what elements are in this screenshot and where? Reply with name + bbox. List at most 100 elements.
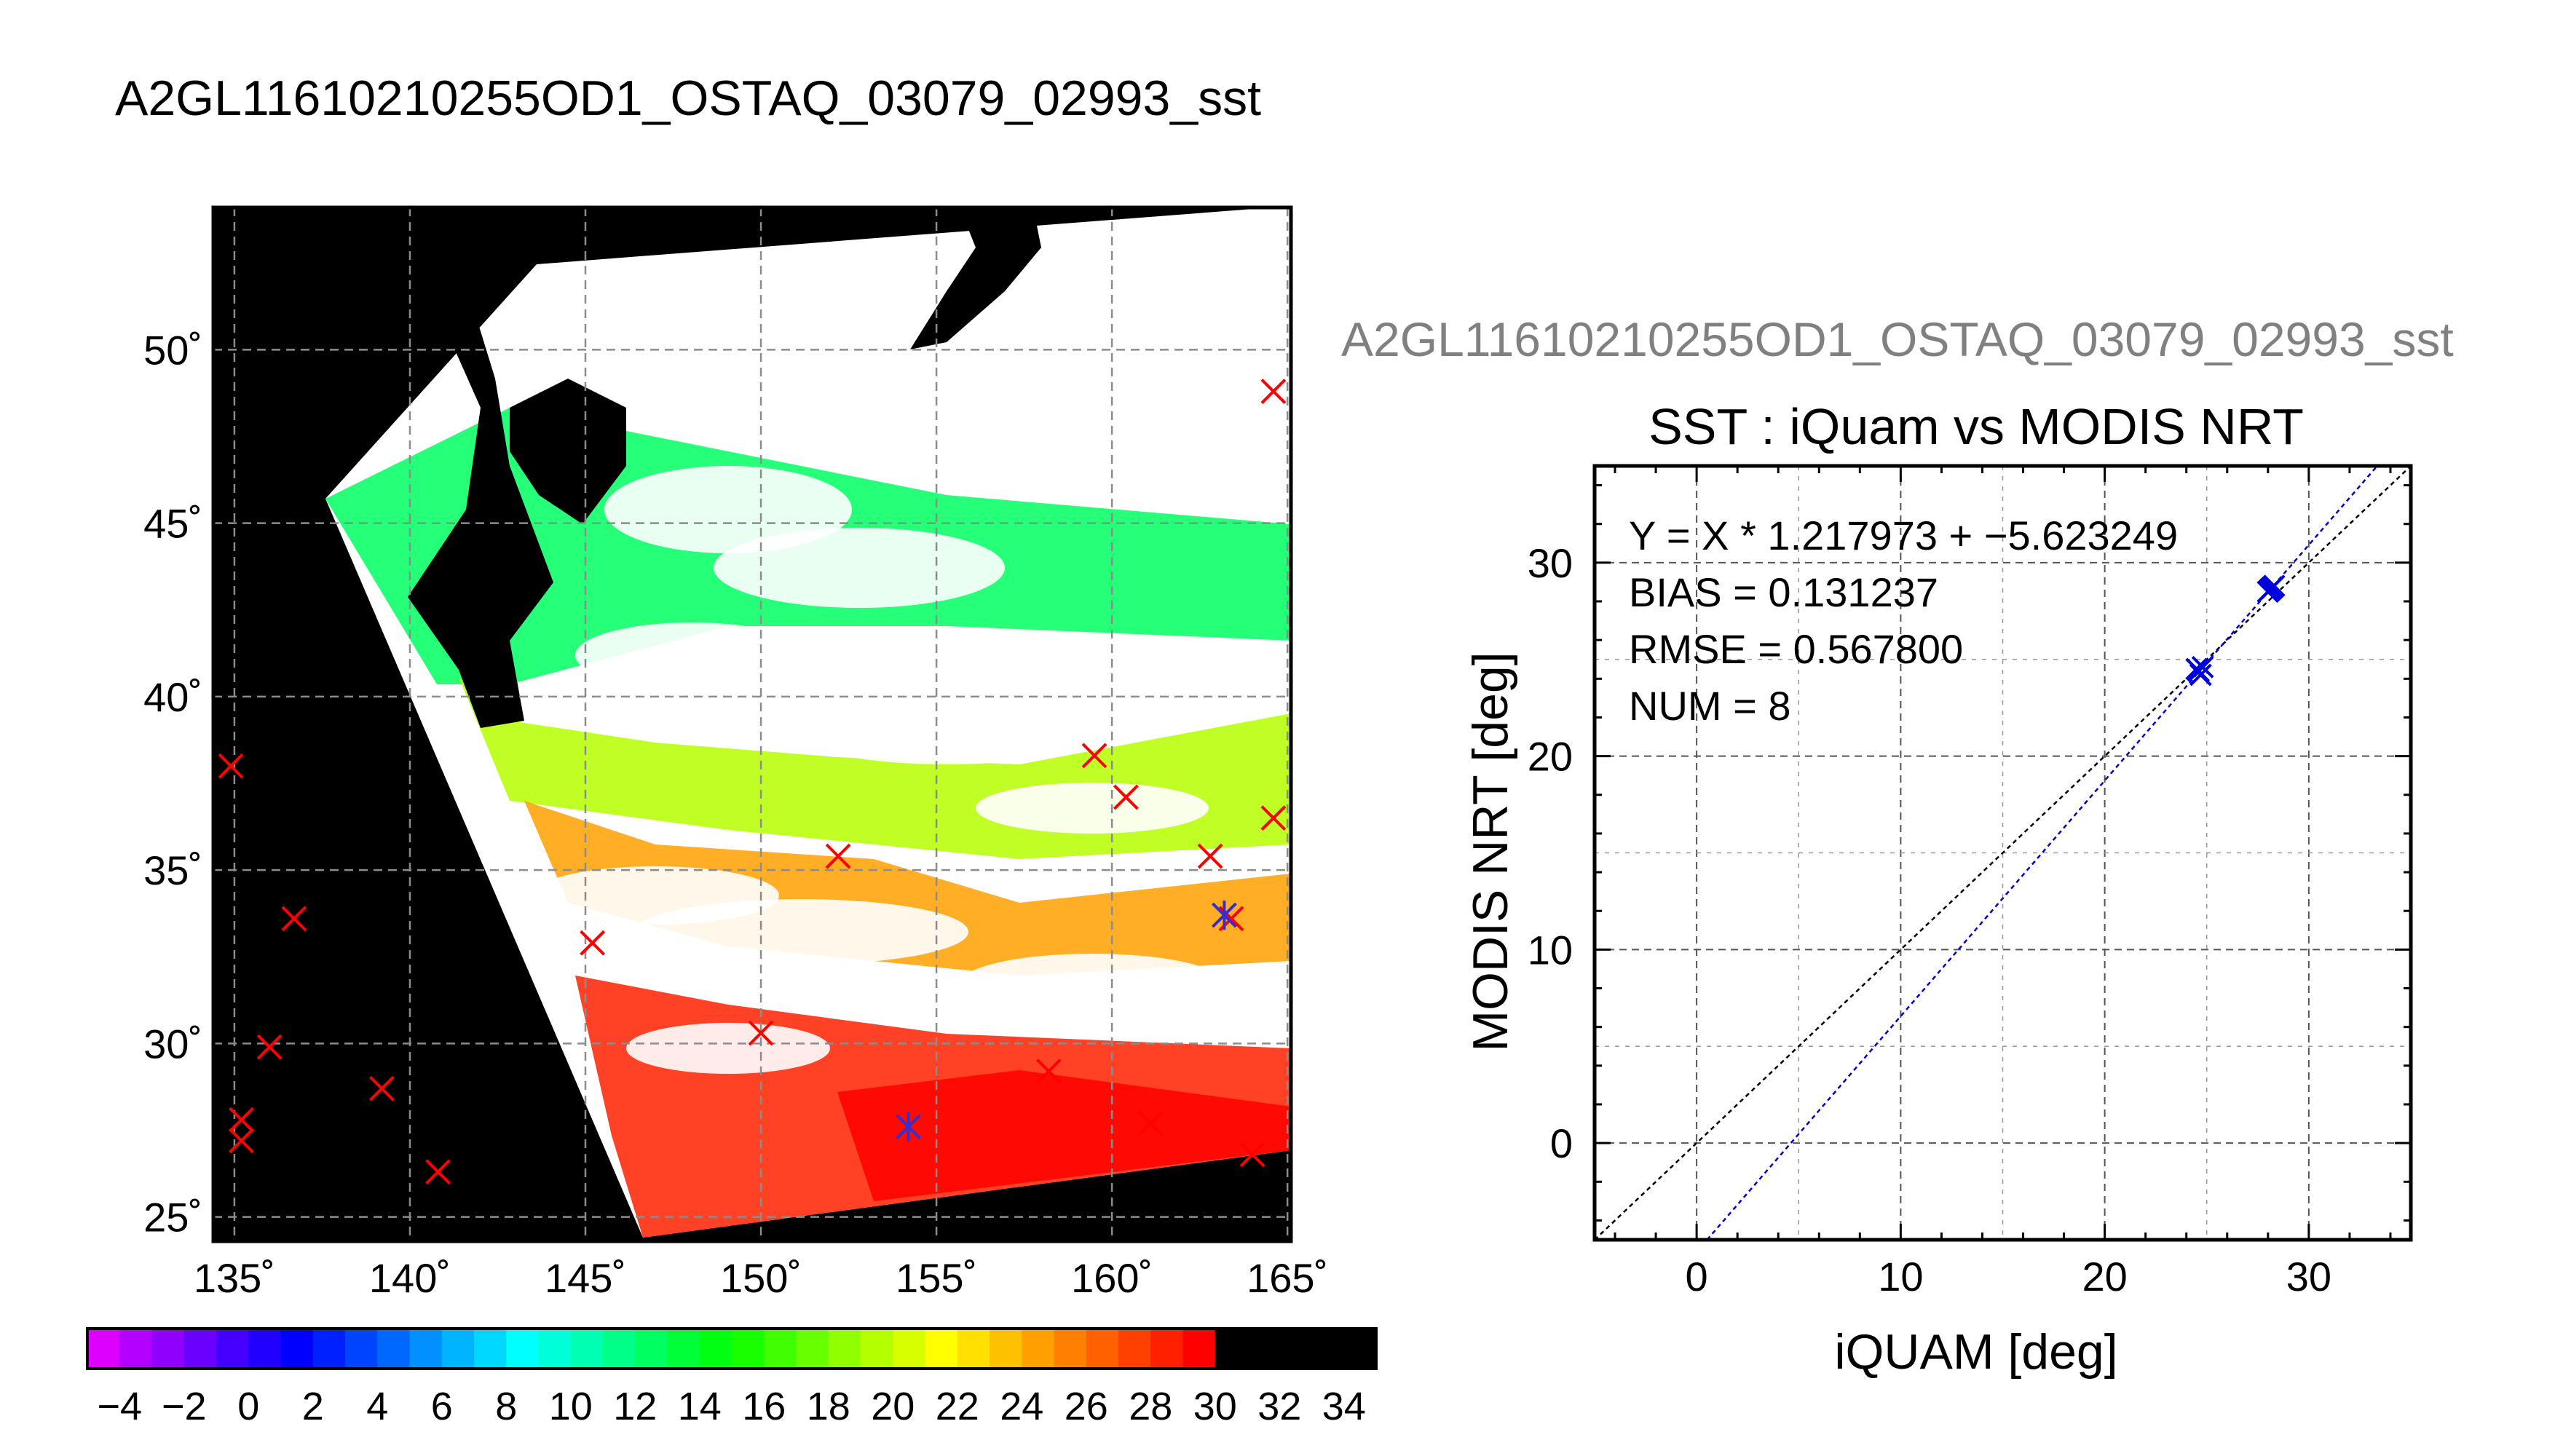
map-x-tick: 155˚ [896,1255,977,1301]
cloud-patch [976,783,1209,834]
colorbar-tick: 20 [871,1385,915,1428]
colorbar-cell [538,1329,572,1369]
map-marker-red [368,1075,395,1101]
colorbar-cell [474,1329,507,1369]
map-marker-red [229,1128,254,1154]
colorbar-cell [893,1329,925,1369]
colorbar-cell [603,1329,636,1369]
colorbar-tick: 14 [678,1385,722,1428]
colorbar: −4 −2 0 2 4 6 8 10 12 14 16 18 20 22 24 26 28 30 32 34 [86,1327,1378,1428]
colorbar-tick: −2 [162,1385,207,1428]
colorbar-tick: 30 [1193,1385,1237,1428]
colorbar-cell [1279,1329,1312,1369]
map-marker-blue [896,1112,921,1142]
land [510,379,626,524]
colorbar-tick: 34 [1322,1385,1366,1428]
map-y-tick: 30˚ [143,1021,202,1067]
colorbar-cell [280,1329,314,1369]
scatter-x-tick-label: 0 [1686,1254,1708,1299]
map-marker-red [748,1020,774,1046]
scatter-x-tick-label: 10 [1878,1254,1923,1299]
cloud-patch [714,528,1005,608]
colorbar-cell [1215,1329,1248,1369]
map-x-tick: 140˚ [369,1255,451,1301]
colorbar-cell [216,1329,249,1369]
map-tick-labels: 135˚ 140˚ 145˚ 150˚ 155˚ 160˚ 165˚ 25˚ 30˚ 35˚ 40˚… [143,327,1328,1301]
colorbar-cell [248,1329,281,1369]
colorbar-cell [409,1329,443,1369]
scatter-point [2191,655,2214,678]
map-x-tick: 165˚ [1247,1255,1328,1301]
colorbar-cell [1182,1329,1216,1369]
colorbar-tick: 16 [742,1385,786,1428]
colorbar-cell [1343,1329,1377,1369]
cloud-patch [575,622,808,688]
colorbar-cell [764,1329,797,1369]
colorbar-cell [377,1329,410,1369]
colorbar-cell [87,1329,120,1369]
map-x-tick: 135˚ [194,1255,275,1301]
scatter-points [2185,574,2286,687]
scatter-annotation: NUM = 8 [1629,683,1791,729]
colorbar-cell [119,1329,152,1369]
scatter-grid [1595,466,2411,1240]
scatter-y-tick-label: 10 [1528,927,1573,973]
colorbar-cell [1022,1329,1054,1369]
colorbar-cell [699,1329,732,1369]
scatter-annotation: Y = X * 1.217973 + −5.623249 [1629,513,2178,558]
map-frame [211,205,1293,1243]
scatter-point [2261,577,2283,599]
colorbar-tick: 4 [366,1385,388,1428]
scatter-x-tick-label: 30 [2286,1254,2331,1299]
map-marker-red [1197,843,1223,869]
scatter-ticks: 0 10 20 30 0 10 20 30 [1528,466,2411,1299]
colorbar-tick: 12 [613,1385,657,1428]
map-y-tick: 35˚ [143,847,202,893]
sst-band [837,1070,1291,1201]
scatter-point [2185,657,2208,681]
map-marker-red [1239,1142,1265,1168]
colorbar-tick: 2 [302,1385,324,1428]
map-grid [213,207,1291,1241]
scatter-frame [1592,464,2413,1242]
scatter-y-tick-label: 30 [1528,540,1573,586]
colorbar-cell [345,1329,378,1369]
colorbar-tick: 0 [237,1385,259,1428]
map-x-tick: 145˚ [545,1255,626,1301]
colorbar-tick: 22 [936,1385,979,1428]
colorbar-cell [312,1329,346,1369]
cloud-patch [604,466,852,553]
colorbar-cell [1311,1329,1345,1369]
colorbar-tick: 10 [549,1385,593,1428]
colorbar-cell [828,1329,861,1369]
scatter-ylabel: MODIS NRT [deg] [1463,652,1518,1051]
map-x-tick: 160˚ [1071,1255,1153,1301]
map-y-tick: 25˚ [143,1195,202,1241]
colorbar-cell [990,1329,1022,1369]
scatter-title: SST : iQuam vs MODIS NRT [1648,398,2304,455]
map-marker-red [256,1034,283,1060]
colorbar-cell [796,1329,829,1369]
map-marker-red [1081,743,1107,769]
map-marker-red [580,930,606,956]
scatter-y-tick-label: 20 [1528,734,1573,780]
scatter-annotation: RMSE = 0.567800 [1629,626,1963,672]
colorbar-tick: 18 [807,1385,850,1428]
map-markers [218,379,1287,1185]
land [408,277,553,728]
scatter-chart: SST : iQuam vs MODIS NRT 0 10 20 300102030 … [1463,398,2413,1380]
map-marker-red [1260,805,1287,831]
colorbar-frame [86,1327,1378,1370]
land [910,211,1041,349]
colorbar-tick: 32 [1257,1385,1301,1428]
colorbar-cell [667,1329,700,1369]
colorbar-cell [570,1329,604,1369]
colorbar-tick: 6 [431,1385,453,1428]
map-y-tick: 50˚ [143,327,202,373]
map-marker-red [1035,1059,1062,1084]
cloud-patch [626,1023,830,1074]
map-marker-red [425,1159,451,1185]
colorbar-cell [183,1329,217,1369]
colorbar-cell [635,1329,668,1369]
colorbar-cell [1247,1329,1280,1369]
